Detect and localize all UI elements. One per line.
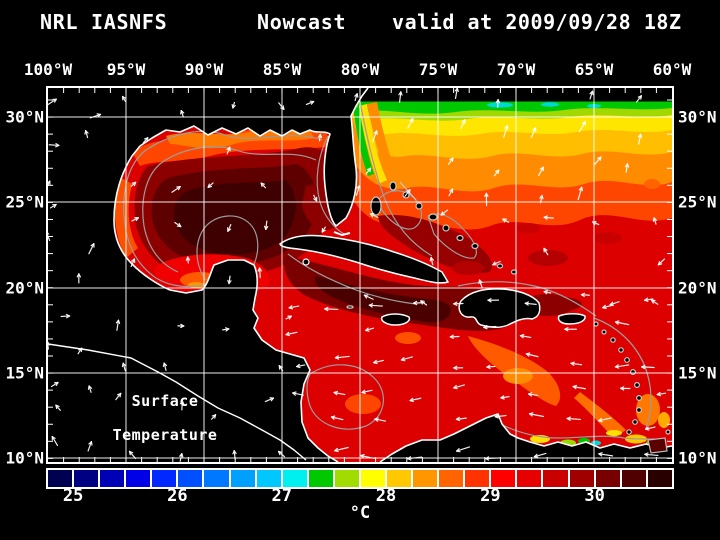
colorbar-tick-label: 30 bbox=[584, 486, 605, 506]
top-axis-label: 70°W bbox=[496, 60, 536, 79]
colorbar-cell bbox=[621, 470, 646, 487]
top-axis-label: 60°W bbox=[652, 60, 692, 79]
left-axis-label: 15°N bbox=[5, 363, 44, 383]
colorbar-cell bbox=[595, 470, 620, 487]
colorbar-tick-label: 27 bbox=[271, 486, 292, 506]
map-frame: Surface Temperature bbox=[46, 86, 674, 464]
cuba bbox=[279, 234, 450, 284]
top-axis-label: 75°W bbox=[418, 60, 458, 79]
current-arrows bbox=[48, 88, 667, 462]
right-axis-label: 10°N bbox=[678, 448, 717, 468]
islands bbox=[279, 234, 586, 329]
colorbar-cell bbox=[360, 470, 386, 487]
sst-map: Surface Temperature bbox=[48, 88, 672, 462]
colorbar-cell bbox=[334, 470, 359, 487]
left-axis-label: 25°N bbox=[5, 192, 44, 212]
trinidad bbox=[647, 437, 668, 454]
colorbar-cell bbox=[517, 470, 542, 487]
top-axis-label: 90°W bbox=[184, 60, 224, 79]
colorbar-cell bbox=[230, 470, 255, 487]
left-axis-label: 10°N bbox=[5, 448, 44, 468]
colorbar-cell bbox=[439, 470, 464, 487]
colorbar-cell bbox=[387, 470, 412, 487]
colorbar-cell bbox=[126, 470, 151, 487]
temperature-colorbar bbox=[46, 468, 674, 489]
no-data-band bbox=[348, 88, 672, 102]
colorbar-cell bbox=[543, 470, 568, 487]
right-axis-label: 25°N bbox=[678, 192, 717, 212]
colorbar-cell bbox=[178, 470, 203, 487]
colorbar-cell bbox=[491, 470, 516, 487]
right-axis-label: 30°N bbox=[678, 107, 717, 127]
title-valid: valid at 2009/09/28 18Z bbox=[392, 10, 682, 34]
graticule bbox=[48, 88, 672, 462]
left-axis-label: 30°N bbox=[5, 107, 44, 127]
right-axis-label: 15°N bbox=[678, 363, 717, 383]
colorbar-cell bbox=[308, 470, 333, 487]
colorbar-cell bbox=[204, 470, 229, 487]
colorbar-tick-label: 26 bbox=[167, 486, 188, 506]
colorbar-tick-label: 25 bbox=[62, 486, 84, 506]
colorbar-cell bbox=[647, 470, 672, 487]
colorbar-cell bbox=[282, 470, 307, 487]
top-axis-label: 95°W bbox=[106, 60, 146, 79]
colorbar-unit-label: °C bbox=[349, 503, 371, 523]
colorbar-cell bbox=[465, 470, 490, 487]
colorbar-cell bbox=[152, 470, 177, 487]
top-axis-label: 80°W bbox=[340, 60, 380, 79]
colorbar-cell bbox=[48, 470, 73, 487]
jamaica bbox=[380, 313, 411, 326]
bathymetry-contours bbox=[123, 101, 667, 441]
puerto-rico bbox=[557, 313, 586, 325]
top-axis-label: 65°W bbox=[574, 60, 614, 79]
colorbar-tick-label: 29 bbox=[480, 486, 501, 506]
title-product: Nowcast bbox=[257, 10, 347, 34]
colorbar-tick-label: 28 bbox=[375, 486, 397, 506]
hispaniola bbox=[458, 288, 541, 329]
colorbar-cell bbox=[256, 470, 281, 487]
top-axis-label: 100°W bbox=[23, 60, 73, 79]
right-axis-label: 20°N bbox=[678, 278, 717, 298]
lesser-antilles bbox=[593, 321, 671, 454]
top-axis-label: 85°W bbox=[262, 60, 302, 79]
title-model: NRL IASNFS bbox=[40, 10, 168, 34]
map-inline-label-1: Surface bbox=[132, 392, 199, 410]
colorbar-cell bbox=[100, 470, 125, 487]
colorbar-cell bbox=[74, 470, 99, 487]
colorbar-cell bbox=[569, 470, 594, 487]
colorbar-cell bbox=[413, 470, 438, 487]
map-inline-label-2: Temperature bbox=[113, 426, 218, 444]
left-axis-label: 20°N bbox=[5, 278, 44, 298]
